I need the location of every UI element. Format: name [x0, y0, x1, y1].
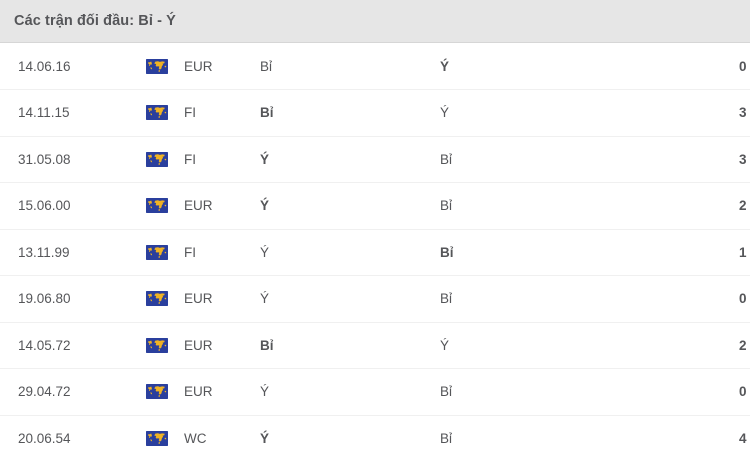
- competition-label: FI: [184, 244, 196, 260]
- away-team-cell: Ý: [440, 43, 658, 90]
- match-score: 1 : 3: [738, 244, 750, 260]
- world-map-icon: [146, 431, 168, 446]
- table-row[interactable]: 19.06.80 EUR Ý Bỉ 0 : 0: [0, 275, 750, 323]
- world-map-icon: [146, 151, 168, 167]
- match-date: 13.11.99: [18, 244, 70, 260]
- home-team-name: Ý: [260, 151, 270, 167]
- competition-label: EUR: [184, 291, 213, 307]
- match-score: 4 : 1: [738, 431, 750, 446]
- away-team-cell: Bỉ: [440, 276, 658, 323]
- table-row[interactable]: 13.11.99 FI Ý Bỉ 1 : 3: [0, 229, 750, 276]
- away-team-cell: Bỉ: [440, 415, 658, 462]
- competition-label: EUR: [184, 198, 213, 214]
- competition-icon-cell: [146, 276, 184, 323]
- world-map-icon: [146, 244, 168, 260]
- table-row[interactable]: 20.06.54 WC Ý Bỉ 4 : 1: [0, 415, 750, 462]
- home-team-name: Bỉ: [260, 337, 274, 353]
- world-map-icon: [146, 384, 168, 400]
- competition-label: EUR: [184, 58, 213, 74]
- home-team-cell: Ý: [260, 415, 440, 462]
- competition-icon-cell: [146, 229, 184, 276]
- match-date: 14.05.72: [18, 337, 71, 353]
- home-team-name: Ý: [260, 244, 270, 260]
- match-score: 0 : 2: [738, 58, 750, 74]
- competition-icon-cell: [146, 43, 184, 90]
- match-score: 0 : 0: [738, 384, 750, 400]
- home-team-cell: Ý: [260, 229, 440, 276]
- match-date: 31.05.08: [18, 151, 71, 167]
- competition-icon-cell: [146, 322, 184, 369]
- home-team-cell: Ý: [260, 183, 440, 230]
- away-team-name: Bỉ: [440, 291, 453, 307]
- world-map-icon: [146, 58, 168, 74]
- home-team-cell: Ý: [260, 276, 440, 323]
- match-score: 2 : 0: [738, 198, 750, 214]
- match-score: 3 : 1: [738, 151, 750, 167]
- world-map-icon: [146, 291, 168, 307]
- away-team-cell: Bỉ: [440, 136, 658, 183]
- away-team-cell: Bỉ: [440, 229, 658, 276]
- away-team-name: Bỉ: [440, 244, 454, 260]
- match-score: 3 : 1: [738, 105, 750, 121]
- away-team-cell: Ý: [440, 90, 658, 137]
- panel-header: Các trận đối đầu: Bỉ - Ý: [0, 0, 750, 43]
- table-row[interactable]: 14.06.16 EUR Bỉ Ý 0 : 2: [0, 43, 750, 90]
- competition-label: FI: [184, 151, 196, 167]
- competition-icon-cell: [146, 415, 184, 462]
- match-score: 0 : 0: [738, 291, 750, 307]
- competition-label: FI: [184, 105, 196, 121]
- home-team-name: Ý: [260, 291, 270, 307]
- competition-icon-cell: [146, 183, 184, 230]
- home-team-name: Bỉ: [260, 58, 273, 74]
- home-team-cell: Ý: [260, 369, 440, 416]
- competition-label: EUR: [184, 337, 213, 353]
- home-team-cell: Bỉ: [260, 322, 440, 369]
- table-row[interactable]: 14.11.15 FI Bỉ Ý 3 : 1: [0, 89, 750, 137]
- home-team-cell: Bỉ: [260, 43, 440, 90]
- match-score: 2 : 1: [738, 337, 750, 353]
- away-team-cell: Bỉ: [440, 183, 658, 230]
- match-date: 19.06.80: [18, 291, 71, 307]
- competition-icon-cell: [146, 369, 184, 416]
- match-date: 14.06.16: [18, 58, 71, 74]
- away-team-cell: Ý: [440, 322, 658, 369]
- away-team-name: Ý: [440, 58, 450, 74]
- away-team-cell: Bỉ: [440, 369, 658, 416]
- home-team-cell: Ý: [260, 136, 440, 183]
- match-date: 29.04.72: [18, 384, 71, 400]
- home-team-name: Bỉ: [260, 105, 274, 121]
- world-map-icon: [146, 105, 168, 121]
- away-team-name: Bỉ: [440, 198, 453, 214]
- match-date: 14.11.15: [18, 105, 70, 121]
- home-team-name: Ý: [260, 431, 270, 446]
- table-row[interactable]: 29.04.72 EUR Ý Bỉ 0 : 0: [0, 368, 750, 416]
- home-team-name: Ý: [260, 198, 270, 214]
- away-team-name: Ý: [440, 105, 450, 121]
- world-map-icon: [146, 198, 168, 214]
- competition-icon-cell: [146, 90, 184, 137]
- away-team-name: Bỉ: [440, 431, 453, 446]
- home-team-name: Ý: [260, 384, 270, 400]
- competition-label: WC: [184, 431, 207, 446]
- table-row[interactable]: 31.05.08 FI Ý Bỉ 3 : 1: [0, 136, 750, 183]
- world-map-icon: [146, 337, 168, 353]
- home-team-cell: Bỉ: [260, 90, 440, 137]
- table-row[interactable]: 14.05.72 EUR Bỉ Ý 2 : 1: [0, 322, 750, 369]
- table-row[interactable]: 15.06.00 EUR Ý Bỉ 2 : 0: [0, 182, 750, 230]
- match-date: 20.06.54: [18, 431, 71, 446]
- page-title: Các trận đối đầu: Bỉ - Ý: [14, 13, 176, 29]
- away-team-name: Bỉ: [440, 151, 453, 167]
- match-date: 15.06.00: [18, 198, 71, 214]
- away-team-name: Bỉ: [440, 384, 453, 400]
- away-team-name: Ý: [440, 337, 450, 353]
- competition-icon-cell: [146, 136, 184, 183]
- competition-label: EUR: [184, 384, 213, 400]
